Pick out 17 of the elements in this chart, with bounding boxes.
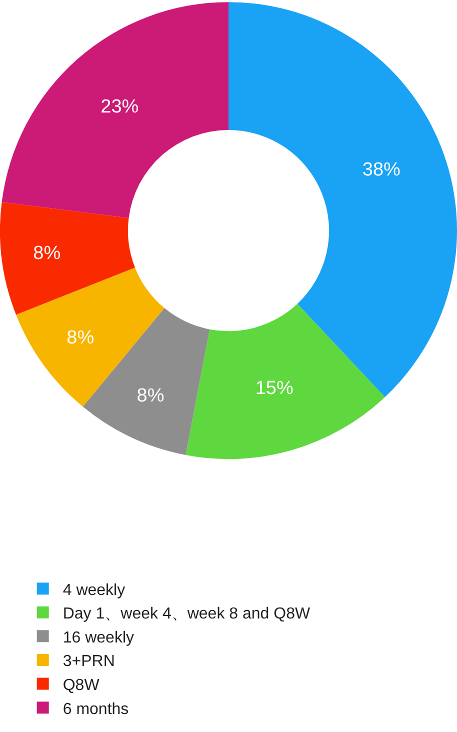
donut-slice bbox=[0, 202, 136, 315]
legend-label: Day 1、week 4、week 8 and Q8W bbox=[62, 606, 311, 623]
donut-slice bbox=[186, 304, 385, 459]
data-label: 8% bbox=[66, 328, 94, 349]
legend-label: 16 weekly bbox=[62, 629, 134, 646]
legend-label: 6 months bbox=[62, 700, 129, 718]
donut-slice bbox=[228, 2, 457, 398]
legend-label: 3+PRN bbox=[62, 653, 115, 670]
data-label: 23% bbox=[100, 96, 139, 118]
donut-slice bbox=[16, 268, 164, 407]
donut-slice bbox=[2, 2, 228, 218]
legend-label: Q8W bbox=[62, 677, 100, 694]
data-label: 15% bbox=[255, 378, 294, 400]
data-label: 8% bbox=[33, 243, 61, 264]
data-label: 8% bbox=[136, 386, 164, 407]
data-label: 38% bbox=[362, 160, 401, 181]
legend-label: 4 weekly bbox=[62, 582, 126, 599]
